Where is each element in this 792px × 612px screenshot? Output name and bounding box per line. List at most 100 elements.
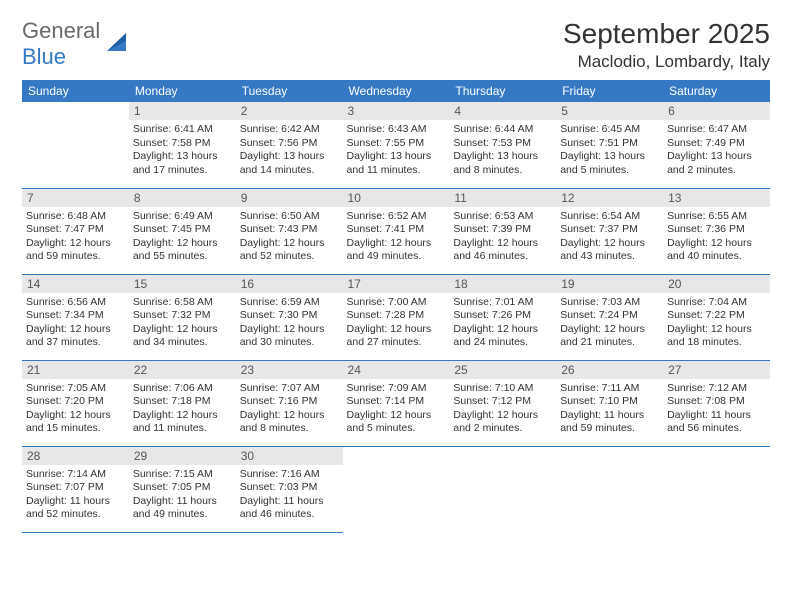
daylight-text: Daylight: 12 hours (347, 237, 446, 251)
daylight-text: Daylight: 12 hours (133, 323, 232, 337)
daylight-text: and 5 minutes. (560, 164, 659, 178)
daylight-text: and 49 minutes. (347, 250, 446, 264)
sunrise-text: Sunrise: 7:09 AM (347, 382, 446, 396)
daylight-text: and 2 minutes. (667, 164, 766, 178)
calendar-cell: 25Sunrise: 7:10 AMSunset: 7:12 PMDayligh… (449, 360, 556, 446)
day-number: 14 (22, 275, 129, 293)
day-number: 6 (663, 102, 770, 120)
sunset-text: Sunset: 7:22 PM (667, 309, 766, 323)
sunrise-text: Sunrise: 6:50 AM (240, 210, 339, 224)
calendar-cell: 19Sunrise: 7:03 AMSunset: 7:24 PMDayligh… (556, 274, 663, 360)
sunset-text: Sunset: 7:37 PM (560, 223, 659, 237)
calendar-cell: 12Sunrise: 6:54 AMSunset: 7:37 PMDayligh… (556, 188, 663, 274)
sunset-text: Sunset: 7:47 PM (26, 223, 125, 237)
sunset-text: Sunset: 7:28 PM (347, 309, 446, 323)
daylight-text: and 49 minutes. (133, 508, 232, 522)
page-header: General Blue September 2025 Maclodio, Lo… (22, 18, 770, 72)
daylight-text: Daylight: 13 hours (667, 150, 766, 164)
sunrise-text: Sunrise: 6:47 AM (667, 123, 766, 137)
sunset-text: Sunset: 7:39 PM (453, 223, 552, 237)
sunrise-text: Sunrise: 7:10 AM (453, 382, 552, 396)
sunrise-text: Sunrise: 6:43 AM (347, 123, 446, 137)
day-number: 28 (22, 447, 129, 465)
sunrise-text: Sunrise: 7:12 AM (667, 382, 766, 396)
daylight-text: Daylight: 13 hours (240, 150, 339, 164)
sunrise-text: Sunrise: 7:01 AM (453, 296, 552, 310)
daylight-text: and 24 minutes. (453, 336, 552, 350)
daylight-text: and 52 minutes. (26, 508, 125, 522)
day-number: 26 (556, 361, 663, 379)
sunrise-text: Sunrise: 7:03 AM (560, 296, 659, 310)
sunset-text: Sunset: 7:03 PM (240, 481, 339, 495)
daylight-text: and 14 minutes. (240, 164, 339, 178)
calendar-cell: 24Sunrise: 7:09 AMSunset: 7:14 PMDayligh… (343, 360, 450, 446)
daylight-text: and 34 minutes. (133, 336, 232, 350)
daylight-text: Daylight: 12 hours (560, 237, 659, 251)
sunrise-text: Sunrise: 6:45 AM (560, 123, 659, 137)
daylight-text: Daylight: 12 hours (240, 409, 339, 423)
daylight-text: and 11 minutes. (347, 164, 446, 178)
day-number: 2 (236, 102, 343, 120)
weekday-header: Friday (556, 80, 663, 102)
daylight-text: Daylight: 13 hours (133, 150, 232, 164)
calendar-cell: 21Sunrise: 7:05 AMSunset: 7:20 PMDayligh… (22, 360, 129, 446)
sunrise-text: Sunrise: 6:52 AM (347, 210, 446, 224)
sunrise-text: Sunrise: 6:54 AM (560, 210, 659, 224)
sunrise-text: Sunrise: 7:16 AM (240, 468, 339, 482)
weekday-header: Saturday (663, 80, 770, 102)
calendar-cell: 6Sunrise: 6:47 AMSunset: 7:49 PMDaylight… (663, 102, 770, 188)
daylight-text: Daylight: 12 hours (26, 237, 125, 251)
sunset-text: Sunset: 7:07 PM (26, 481, 125, 495)
day-number: 9 (236, 189, 343, 207)
daylight-text: Daylight: 12 hours (667, 323, 766, 337)
day-number: 5 (556, 102, 663, 120)
day-number: 19 (556, 275, 663, 293)
logo-text-blue: Blue (22, 44, 66, 69)
day-number: 1 (129, 102, 236, 120)
sail-icon (104, 29, 130, 60)
daylight-text: and 5 minutes. (347, 422, 446, 436)
sunset-text: Sunset: 7:30 PM (240, 309, 339, 323)
calendar-week-row: 21Sunrise: 7:05 AMSunset: 7:20 PMDayligh… (22, 360, 770, 446)
sunset-text: Sunset: 7:36 PM (667, 223, 766, 237)
daylight-text: Daylight: 12 hours (560, 323, 659, 337)
daylight-text: Daylight: 12 hours (133, 409, 232, 423)
calendar-cell: 22Sunrise: 7:06 AMSunset: 7:18 PMDayligh… (129, 360, 236, 446)
day-number: 15 (129, 275, 236, 293)
daylight-text: Daylight: 12 hours (453, 323, 552, 337)
sunrise-text: Sunrise: 7:15 AM (133, 468, 232, 482)
daylight-text: and 46 minutes. (453, 250, 552, 264)
sunrise-text: Sunrise: 6:56 AM (26, 296, 125, 310)
sunrise-text: Sunrise: 6:58 AM (133, 296, 232, 310)
sunrise-text: Sunrise: 7:05 AM (26, 382, 125, 396)
day-number: 30 (236, 447, 343, 465)
daylight-text: Daylight: 13 hours (453, 150, 552, 164)
sunrise-text: Sunrise: 6:53 AM (453, 210, 552, 224)
sunset-text: Sunset: 7:26 PM (453, 309, 552, 323)
daylight-text: Daylight: 12 hours (347, 323, 446, 337)
daylight-text: and 8 minutes. (453, 164, 552, 178)
weekday-header: Wednesday (343, 80, 450, 102)
daylight-text: and 55 minutes. (133, 250, 232, 264)
calendar-header-row: Sunday Monday Tuesday Wednesday Thursday… (22, 80, 770, 102)
sunset-text: Sunset: 7:14 PM (347, 395, 446, 409)
month-title: September 2025 (563, 18, 770, 50)
calendar-table: Sunday Monday Tuesday Wednesday Thursday… (22, 80, 770, 533)
calendar-cell: 9Sunrise: 6:50 AMSunset: 7:43 PMDaylight… (236, 188, 343, 274)
day-number: 23 (236, 361, 343, 379)
calendar-cell: 11Sunrise: 6:53 AMSunset: 7:39 PMDayligh… (449, 188, 556, 274)
calendar-cell: 29Sunrise: 7:15 AMSunset: 7:05 PMDayligh… (129, 446, 236, 532)
sunset-text: Sunset: 7:16 PM (240, 395, 339, 409)
daylight-text: and 18 minutes. (667, 336, 766, 350)
daylight-text: and 37 minutes. (26, 336, 125, 350)
day-number: 27 (663, 361, 770, 379)
sunrise-text: Sunrise: 7:11 AM (560, 382, 659, 396)
daylight-text: and 59 minutes. (26, 250, 125, 264)
calendar-cell: 1Sunrise: 6:41 AMSunset: 7:58 PMDaylight… (129, 102, 236, 188)
daylight-text: and 59 minutes. (560, 422, 659, 436)
weekday-header: Thursday (449, 80, 556, 102)
daylight-text: Daylight: 12 hours (667, 237, 766, 251)
sunset-text: Sunset: 7:20 PM (26, 395, 125, 409)
sunset-text: Sunset: 7:08 PM (667, 395, 766, 409)
calendar-cell: 2Sunrise: 6:42 AMSunset: 7:56 PMDaylight… (236, 102, 343, 188)
